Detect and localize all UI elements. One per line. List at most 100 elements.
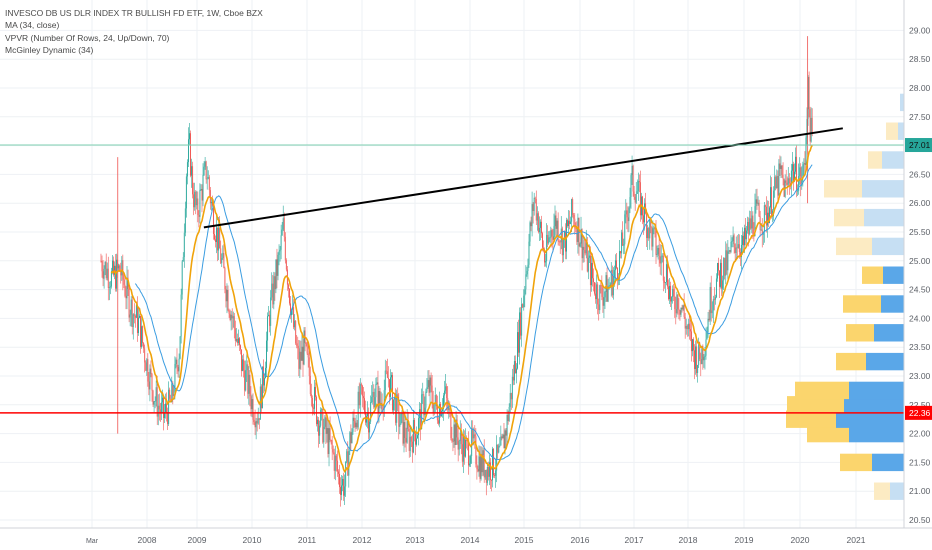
candle-body xyxy=(697,364,699,373)
candle-body xyxy=(252,399,254,420)
candle-body xyxy=(798,176,800,191)
candle-body xyxy=(368,412,370,433)
candle-body xyxy=(423,394,425,416)
candle-body xyxy=(385,370,387,372)
candle-body xyxy=(521,304,523,336)
candle-body xyxy=(429,377,431,393)
candle-body xyxy=(657,247,659,255)
candle-body xyxy=(450,410,452,439)
candle-body xyxy=(693,339,694,351)
mcginley-line xyxy=(110,145,813,473)
y-tick-label: 28.00 xyxy=(909,83,931,93)
candle-body xyxy=(148,381,150,390)
candle-body xyxy=(594,282,596,294)
candle-body xyxy=(681,307,683,310)
candle-body xyxy=(706,332,708,340)
candle-body xyxy=(215,239,216,243)
candle-body xyxy=(285,260,287,270)
candle-body xyxy=(258,418,260,420)
candle-body xyxy=(422,394,424,396)
candle-body xyxy=(181,261,183,295)
candle-body xyxy=(508,406,510,422)
candle-body xyxy=(626,210,628,218)
candle-body xyxy=(261,366,263,409)
y-tick-label: 29.00 xyxy=(909,25,931,35)
candle-body xyxy=(107,268,109,288)
candle-body xyxy=(243,359,245,371)
candle-body xyxy=(407,421,409,429)
candle-body xyxy=(178,358,180,372)
candle-body xyxy=(610,269,612,285)
candle-body xyxy=(119,265,121,272)
candle-body xyxy=(584,250,586,254)
candle-body xyxy=(738,244,740,253)
candle-body xyxy=(503,434,505,449)
candle-body xyxy=(256,421,258,424)
candle-body xyxy=(754,206,756,237)
candle-body xyxy=(184,208,186,233)
candle-body xyxy=(564,231,566,252)
candle-body xyxy=(660,256,662,264)
volume-profile-up-bar xyxy=(864,208,904,227)
candle-body xyxy=(449,407,451,411)
candle-body xyxy=(132,314,134,328)
candle-body xyxy=(260,386,262,409)
candle-body xyxy=(529,222,531,242)
candle-body xyxy=(425,391,427,408)
legend-ma[interactable]: MA (34, close) xyxy=(5,20,60,31)
candle-body xyxy=(329,428,331,440)
legend-mcginley[interactable]: McGinley Dynamic (34) xyxy=(5,44,94,55)
candle-body xyxy=(303,330,305,365)
candle-body xyxy=(430,377,432,386)
candle-body xyxy=(336,460,338,472)
candle-body xyxy=(189,133,190,140)
candle-body xyxy=(550,230,552,238)
candle-body xyxy=(446,386,448,399)
candle-body xyxy=(647,228,649,239)
candle-body xyxy=(457,437,459,450)
x-tick-label: 2021 xyxy=(847,535,866,545)
candle-body xyxy=(460,432,462,445)
candle-body xyxy=(133,314,135,316)
candle-body xyxy=(321,408,323,411)
candle-body xyxy=(106,268,108,279)
time-axis[interactable]: Mar 2008 2009 2010 2011 2012 2013 2014 2015 2016 2… xyxy=(0,527,932,545)
price-axis[interactable]: 20.50 21.00 21.50 22.00 22.50 23.00 23.50 24.00… xyxy=(903,0,931,528)
candle-body xyxy=(320,410,322,426)
candle-body xyxy=(684,316,686,329)
candle-body xyxy=(233,316,235,329)
trendline[interactable] xyxy=(203,127,843,229)
candle-body xyxy=(226,289,228,302)
candle-body xyxy=(143,342,145,349)
candle-body xyxy=(306,343,308,354)
candle-body xyxy=(728,250,730,252)
candle-body xyxy=(361,385,363,397)
candle-body xyxy=(196,198,198,206)
candle-body xyxy=(249,374,251,397)
candle-body xyxy=(563,231,565,239)
y-tick-label: 23.50 xyxy=(909,342,931,352)
candle-body xyxy=(674,296,676,310)
candle-body xyxy=(120,271,122,276)
candle-body xyxy=(232,316,234,319)
candle-body xyxy=(250,396,252,410)
candle-body xyxy=(274,276,276,290)
candle-body xyxy=(737,244,739,248)
candle-body xyxy=(570,221,572,224)
candle-body xyxy=(726,250,728,271)
legend-title[interactable]: INVESCO DB US DLR INDEX TR BULLISH FD ET… xyxy=(5,8,263,18)
candle-body xyxy=(803,163,805,165)
candle-body xyxy=(636,191,638,194)
candle-body xyxy=(273,276,275,305)
candle-body xyxy=(646,213,648,239)
candle-body xyxy=(282,218,284,230)
candle-body xyxy=(199,189,201,217)
legend-vpvr[interactable]: VPVR (Number Of Rows, 24, Up/Down, 70) xyxy=(5,32,170,43)
candle-body xyxy=(239,338,240,346)
candle-body xyxy=(167,412,169,425)
candle-body xyxy=(437,420,439,424)
candle-body xyxy=(129,314,131,318)
candle-body xyxy=(690,331,692,352)
candle-body xyxy=(524,289,526,296)
